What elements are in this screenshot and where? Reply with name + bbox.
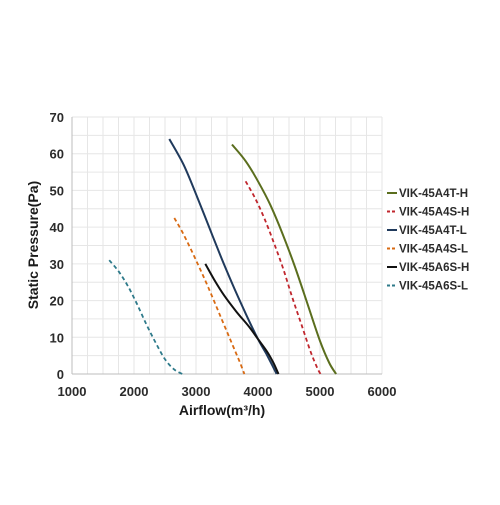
tick-labels: 1000 2000 3000 4000 5000 6000 0 10 20 30 40 50 60 70 xyxy=(50,110,397,399)
x-tick-label: 1000 xyxy=(58,384,87,399)
x-tick-label: 6000 xyxy=(368,384,397,399)
series-line-vik-45a4t-l xyxy=(168,138,278,375)
y-tick-label: 60 xyxy=(50,147,64,162)
legend-label: VIK-45A6S-H xyxy=(399,262,469,274)
y-tick-label: 70 xyxy=(50,110,64,125)
x-tick-label: 4000 xyxy=(244,384,273,399)
series-line-vik-45a4s-h xyxy=(244,180,322,375)
series-line-vik-45a6s-l xyxy=(108,259,183,375)
x-tick-label: 3000 xyxy=(182,384,211,399)
legend-item: VIK-45A4S-L xyxy=(387,244,468,256)
legend-item: VIK-45A6S-L xyxy=(387,281,468,293)
legend-label: VIK-45A6S-L xyxy=(399,281,468,293)
legend-item: VIK-45A4T-H xyxy=(387,188,468,200)
legend-label: VIK-45A4S-H xyxy=(399,207,469,219)
series-line-vik-45a4t-h xyxy=(231,143,337,375)
grid xyxy=(71,116,383,375)
y-tick-label: 40 xyxy=(50,220,64,235)
y-axis-title: Static Pressure(Pa) xyxy=(25,181,41,309)
series-line-vik-45a6s-h xyxy=(204,263,280,375)
legend-item: VIK-45A4S-H xyxy=(387,207,469,219)
y-tick-label: 20 xyxy=(50,294,64,309)
axes xyxy=(71,117,382,375)
legend-item: VIK-45A4T-L xyxy=(387,225,467,237)
x-axis-title: Airflow(m³/h) xyxy=(179,402,265,418)
y-tick-label: 50 xyxy=(50,183,64,198)
y-tick-label: 30 xyxy=(50,257,64,272)
y-tick-label: 0 xyxy=(57,367,64,382)
x-tick-label: 5000 xyxy=(306,384,335,399)
legend-label: VIK-45A4T-L xyxy=(399,225,467,237)
legend: VIK-45A4T-H VIK-45A4S-H VIK-45A4T-L VIK-45A… xyxy=(387,188,469,293)
legend-item: VIK-45A6S-H xyxy=(387,262,469,274)
y-tick-label: 10 xyxy=(50,330,64,345)
legend-label: VIK-45A4T-H xyxy=(399,188,468,200)
series-lines xyxy=(108,138,337,375)
x-tick-label: 2000 xyxy=(120,384,149,399)
series-line-vik-45a4s-l xyxy=(173,217,246,375)
legend-label: VIK-45A4S-L xyxy=(399,244,468,256)
